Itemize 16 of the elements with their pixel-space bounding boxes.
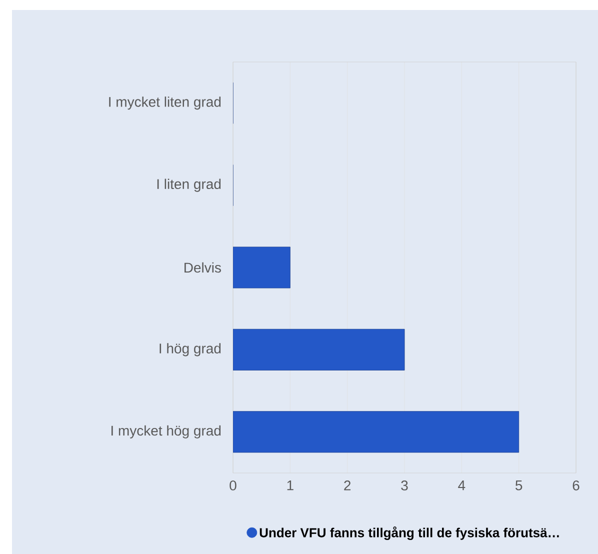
x-tick-label: 3	[401, 480, 408, 490]
x-tick-label: 5	[516, 480, 522, 490]
y-tick-label: I hög grad	[160, 343, 221, 356]
y-tick-label: I mycket liten grad	[109, 96, 221, 110]
bar	[233, 411, 520, 453]
y-tick-label: Delvis	[184, 262, 221, 273]
y-tick-label: I mycket hög grad	[112, 425, 221, 438]
bar	[233, 328, 405, 370]
x-tick-label: 1	[287, 480, 294, 490]
x-tick-label: 4	[458, 480, 466, 490]
legend-label: Under VFU fanns tillgång till de fysiska förutsä…	[260, 526, 559, 540]
x-tick-label: 0	[230, 480, 236, 490]
y-tick-label: I liten grad	[157, 178, 221, 192]
x-tick-label: 2	[344, 480, 351, 490]
x-tick-label: 6	[572, 480, 580, 490]
bar	[233, 246, 290, 288]
